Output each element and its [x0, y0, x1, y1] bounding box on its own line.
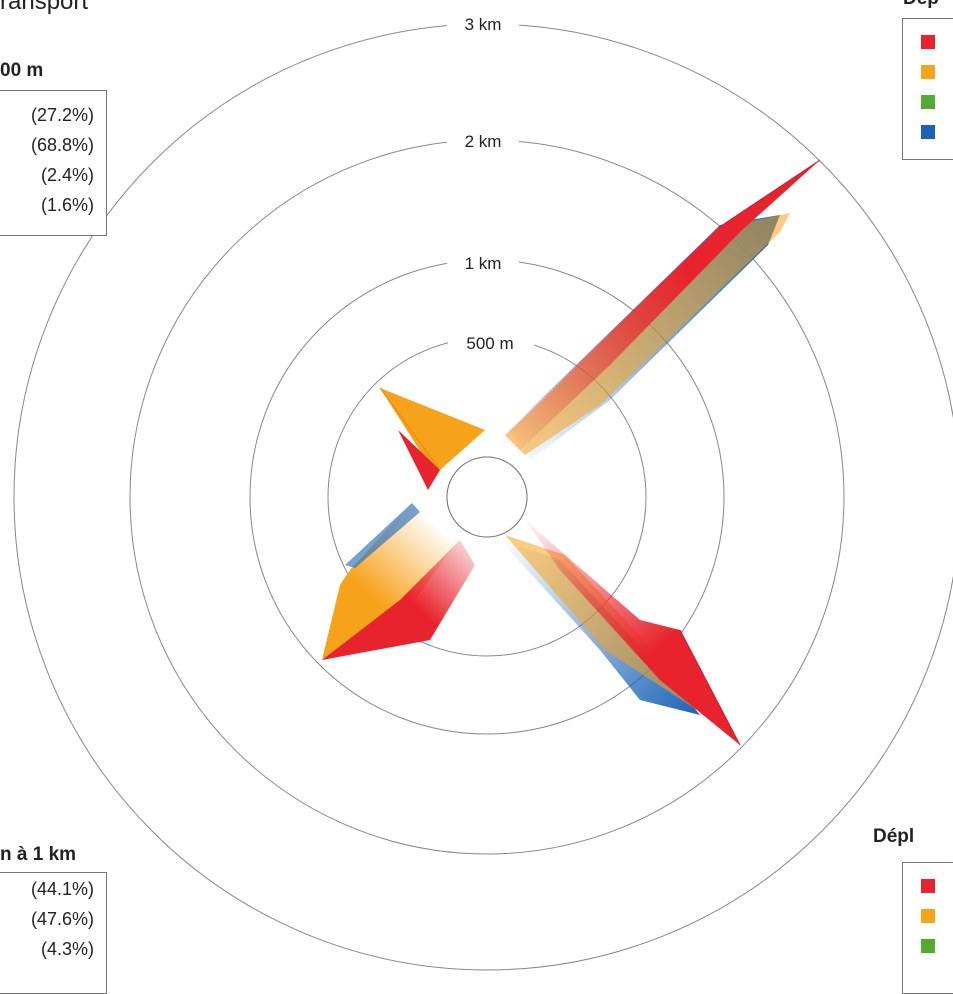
swatch-se-green [921, 939, 935, 953]
swatch-se-red [921, 879, 935, 893]
petal-south-west [322, 503, 475, 660]
pct-nw-4: (1.6%) [40, 195, 94, 215]
ring-labels: 3 km 2 km 1 km 500 m [447, 10, 534, 353]
swatch-ne-blue [921, 125, 935, 139]
petal-north-west [379, 387, 485, 490]
pct-sw-2: (47.6%) [30, 909, 94, 929]
group-heading-ne: Dép [903, 0, 939, 10]
ring-label-2km: 2 km [465, 132, 502, 151]
group-heading-sw: n à 1 km [0, 844, 77, 865]
ring-label-1km: 1 km [465, 254, 502, 273]
pct-sw-1: (44.1%) [30, 879, 94, 899]
pct-nw-2: (68.8%) [30, 135, 94, 155]
chart-title: ransport [0, 0, 89, 15]
center-hole [446, 456, 528, 538]
petal-south-east [500, 520, 741, 746]
pct-sw-3: (4.3%) [40, 939, 94, 959]
swatch-ne-red [921, 35, 935, 49]
pct-nw-3: (2.4%) [40, 165, 94, 185]
legend-box-se [902, 862, 953, 994]
group-heading-nw: 00 m [0, 60, 44, 81]
petal-north-east [500, 159, 821, 460]
legend-box-sw: (44.1%) (47.6%) (4.3%) [0, 872, 107, 994]
ring-label-3km: 3 km [465, 15, 502, 34]
swatch-ne-green [921, 95, 935, 109]
pct-nw-1: (27.2%) [30, 105, 94, 125]
legend-box-nw: (27.2%) (68.8%) (2.4%) (1.6%) [0, 90, 107, 236]
legend-box-ne [902, 18, 953, 160]
swatch-se-orange [921, 909, 935, 923]
radial-distance-chart: 3 km 2 km 1 km 500 m [13, 10, 953, 971]
ring-label-500m: 500 m [466, 334, 513, 353]
group-heading-se: Dépl [873, 826, 915, 847]
swatch-ne-orange [921, 65, 935, 79]
